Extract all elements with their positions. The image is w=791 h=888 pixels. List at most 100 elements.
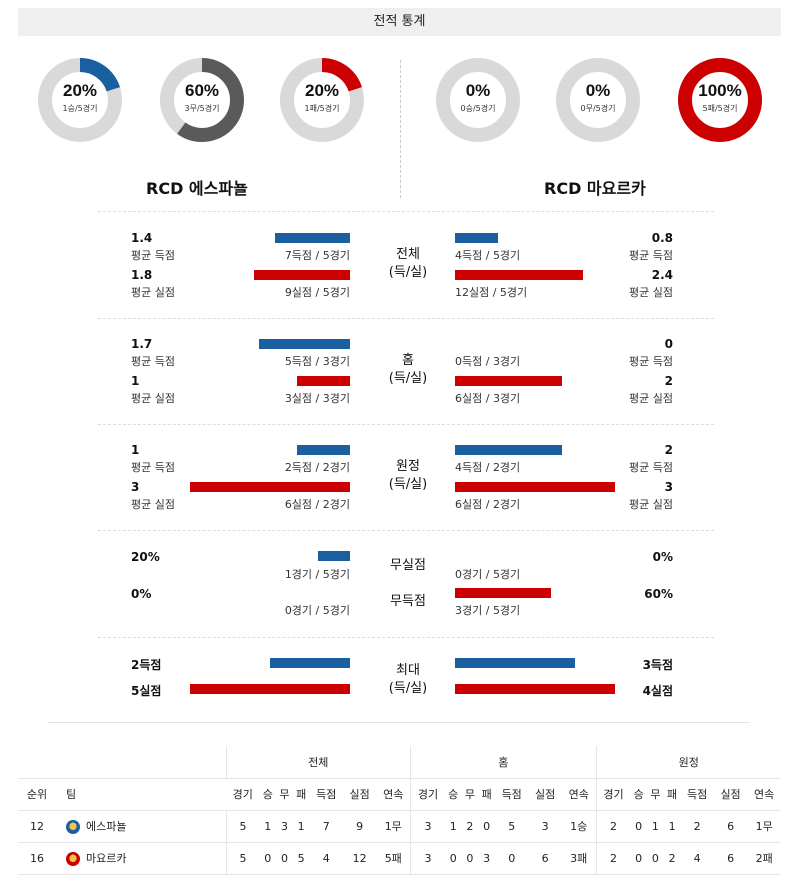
away-clean-sheet-detail: 0경기 / 5경기 — [455, 568, 521, 581]
column-header-total: 실점 — [349, 788, 370, 801]
column-header-away: 경기 — [603, 788, 624, 801]
home-avg-goals-value: 1.4 — [131, 231, 153, 245]
away-conceded-bar — [455, 270, 583, 280]
stat-cell-away: 1 — [668, 819, 676, 833]
stat-cell-home: 0 — [483, 819, 491, 833]
away-goals-detail: 0득점 / 3경기 — [455, 355, 521, 368]
stat-cell-away: 6 — [727, 851, 735, 865]
away-clean-sheet-pct: 0% — [652, 550, 673, 564]
stat-cell-total: 12 — [352, 851, 367, 865]
column-header-total: 득점 — [316, 788, 337, 801]
stat-cell-away: 1 — [651, 819, 659, 833]
home-conceded-bar — [190, 482, 350, 492]
stat-cell-home: 3 — [424, 851, 432, 865]
column-header-rank: 순위 — [26, 788, 48, 801]
home-goals-detail: 5득점 / 3경기 — [284, 355, 350, 368]
donut-caption: 0무/5경기 — [580, 104, 616, 113]
home-avg-conceded-value: 1 — [131, 374, 140, 388]
home-clean-sheet-bar — [318, 551, 350, 561]
stat-cell-home: 3패 — [561, 842, 597, 874]
home-avg-goals-caption: 평균 득점 — [131, 355, 175, 368]
home-max-conceded: 5실점 — [131, 684, 162, 698]
column-header-home: 승 — [448, 788, 459, 801]
column-header-away: 연속 — [754, 788, 775, 801]
stat-cell-away: 0 — [651, 851, 659, 865]
home-goals-detail: 2득점 / 2경기 — [284, 461, 350, 474]
donut-percent: 20% — [304, 81, 340, 100]
away-avg-conceded-value: 3 — [664, 480, 673, 494]
group-header-total: 전체 — [226, 746, 412, 778]
stat-cell-total: 1무 — [376, 810, 412, 842]
home-clean-sheet-detail: 1경기 / 5경기 — [284, 568, 350, 581]
away-avg-goals-caption: 평균 득점 — [629, 461, 673, 474]
rank-cell: 16 — [30, 851, 44, 865]
stat-cell-home: 6 — [541, 851, 549, 865]
section-label-total: 전체 (득/실) — [388, 247, 428, 280]
rank-cell: 12 — [30, 819, 44, 833]
column-header-total: 패 — [296, 788, 307, 801]
donut-percent: 0% — [465, 81, 491, 100]
away-failed-to-score-bar — [455, 588, 551, 598]
away-max-goals: 3득점 — [642, 658, 673, 672]
donut-track — [556, 58, 640, 142]
team-cell[interactable]: 마요르카 — [56, 842, 227, 874]
column-header-total: 승 — [262, 788, 273, 801]
home-avg-conceded-caption: 평균 실점 — [131, 498, 175, 511]
stat-cell-total: 5 — [297, 851, 305, 865]
away-conceded-detail: 6실점 / 2경기 — [455, 498, 521, 511]
column-header-away: 실점 — [720, 788, 741, 801]
team-name: 마요르카 — [86, 852, 127, 865]
home-conceded-bar — [254, 270, 350, 280]
stat-cell-home: 0 — [449, 851, 457, 865]
donut-caption: 0승/5경기 — [460, 104, 496, 113]
home-donut-chart: 20% 1패/5경기 — [279, 57, 365, 143]
away-avg-conceded-caption: 평균 실점 — [629, 498, 673, 511]
stat-cell-home: 0 — [508, 851, 516, 865]
column-header-home: 경기 — [417, 788, 439, 801]
donut-caption: 1패/5경기 — [304, 104, 340, 113]
away-goals-bar — [455, 233, 498, 243]
stat-cell-away: 0 — [635, 819, 643, 833]
stat-cell-away: 2 — [609, 819, 617, 833]
section-label-home: 홈 (득/실) — [388, 353, 428, 386]
home-goals-bar — [297, 445, 350, 455]
table-row[interactable]: 12 에스파뇰 5 1 3 1 7 9 1무 3 1 2 0 5 3 1승 2 0 1 1 2 6 1무 — [18, 810, 781, 842]
column-header-total: 무 — [279, 788, 290, 801]
standings-table: 전체 홈 원정 순위 팀 경기 승 무 패 득점 실점 연속 경기 승 무 패 득점 실점 연속 경기 승 무 패… — [18, 746, 781, 875]
table-row[interactable]: 16 마요르카 5 0 0 5 4 12 5패 3 0 0 3 0 6 3패 2 0 0 2 4 6 2패 — [18, 842, 781, 874]
donut-percent: 0% — [585, 81, 611, 100]
away-conceded-bar — [455, 376, 562, 386]
divider — [98, 211, 714, 212]
home-avg-goals-caption: 평균 득점 — [131, 249, 175, 262]
home-conceded-detail: 6실점 / 2경기 — [284, 498, 350, 511]
column-header-home: 패 — [481, 788, 492, 801]
divider — [98, 424, 714, 425]
away-failed-to-score-detail: 3경기 / 5경기 — [455, 604, 521, 617]
stat-cell-total: 4 — [322, 851, 330, 865]
stat-cell-away: 2 — [693, 819, 701, 833]
group-header-home: 홈 — [410, 746, 597, 778]
section-label-max: 최대 (득/실) — [388, 663, 428, 696]
away-avg-goals-caption: 평균 득점 — [629, 355, 673, 368]
home-avg-conceded-value: 3 — [131, 480, 140, 494]
away-max-goals-bar — [455, 658, 575, 668]
column-header-away: 승 — [633, 788, 644, 801]
away-max-conceded-bar — [455, 684, 615, 694]
stat-cell-away: 0 — [635, 851, 643, 865]
section-label-failed-to-score: 무득점 — [390, 594, 426, 609]
column-header-total: 연속 — [376, 778, 412, 810]
stat-cell-home: 5 — [508, 819, 516, 833]
divider — [98, 318, 714, 319]
column-header-home: 연속 — [561, 778, 597, 810]
home-clean-sheet-pct: 20% — [131, 550, 160, 564]
column-header-away: 패 — [667, 788, 678, 801]
team-logo-icon — [66, 820, 80, 834]
divider — [98, 637, 714, 638]
team-cell[interactable]: 에스파뇰 — [56, 810, 227, 842]
column-header-away: 무 — [650, 788, 661, 801]
home-goals-bar — [259, 339, 350, 349]
column-header-home: 실점 — [534, 788, 556, 801]
donut-caption: 3무/5경기 — [184, 104, 220, 113]
stat-cell-total: 0 — [280, 851, 288, 865]
stat-cell-away: 2패 — [755, 852, 773, 865]
